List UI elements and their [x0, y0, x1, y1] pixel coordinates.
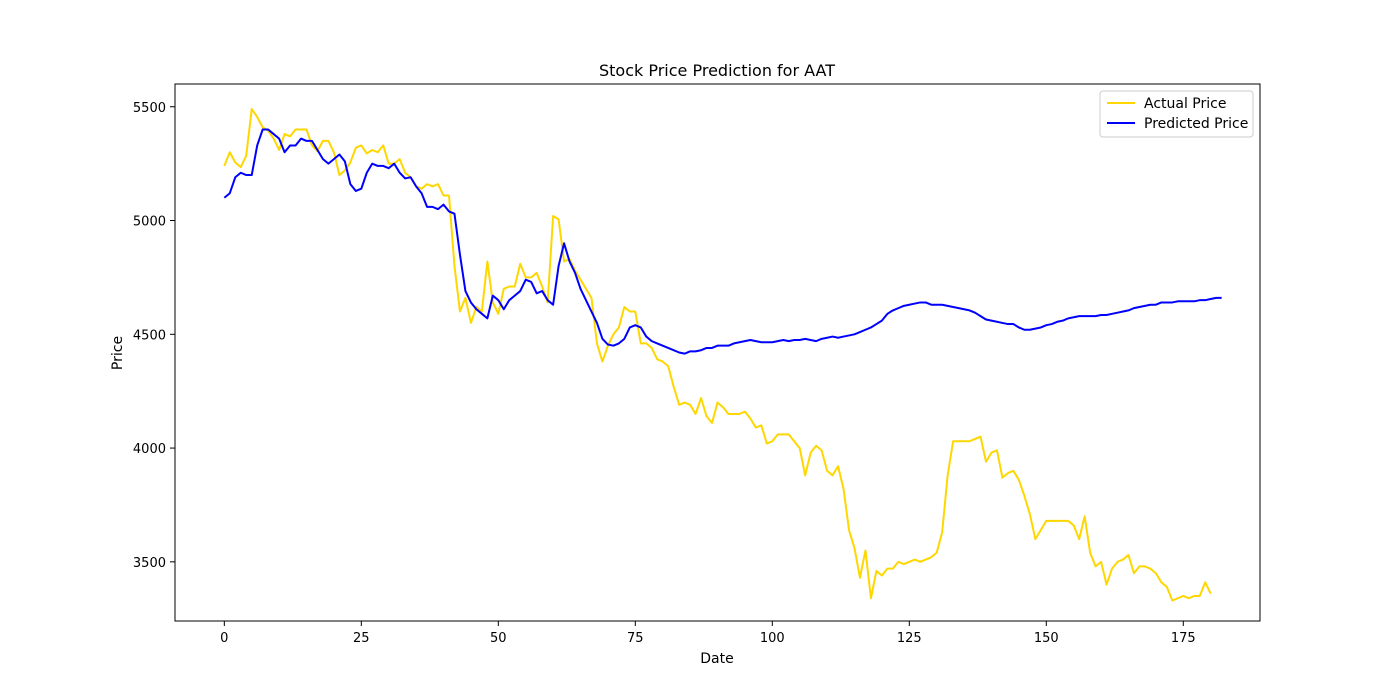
x-tick-label: 50: [490, 631, 507, 646]
y-tick-label: 5000: [133, 215, 166, 230]
x-axis-label: Date: [700, 651, 733, 667]
x-tick-label: 25: [353, 631, 370, 646]
plot-frame: [174, 83, 1261, 622]
plot-lines: [223, 108, 1222, 602]
x-tick-label: 75: [627, 631, 644, 646]
chart-title: Stock Price Prediction for AAT: [599, 61, 835, 80]
x-tick-label: 175: [1171, 631, 1196, 646]
x-axis: 0 25 50 75 100 125 150 175: [220, 621, 1196, 646]
y-axis-label: Price: [110, 336, 126, 370]
legend-box: [1099, 90, 1254, 138]
legend-label: Predicted Price: [1144, 116, 1248, 132]
x-tick-label: 125: [897, 631, 922, 646]
series-line-predicted-price: [223, 128, 1222, 355]
x-tick-label: 150: [1034, 631, 1059, 646]
legend-label: Actual Price: [1144, 96, 1226, 112]
x-tick-label: 100: [760, 631, 785, 646]
legend: Actual Price Predicted Price: [1099, 90, 1254, 138]
y-tick-label: 3500: [133, 556, 166, 571]
x-tick-label: 0: [220, 631, 228, 646]
y-tick-label: 5500: [133, 101, 166, 116]
series-line-actual-price: [223, 108, 1212, 602]
y-tick-label: 4000: [133, 442, 166, 457]
y-axis: 3500 4000 4500 5000 5500: [133, 101, 175, 571]
y-tick-label: 4500: [133, 328, 166, 343]
